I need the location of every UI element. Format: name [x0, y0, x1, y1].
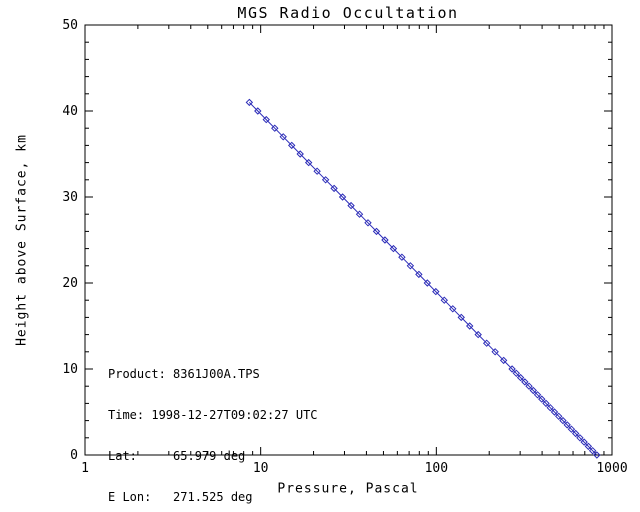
annotation-time: Time: 1998-12-27T09:02:27 UTC	[108, 407, 318, 422]
svg-text:10: 10	[62, 362, 78, 377]
svg-text:40: 40	[62, 104, 78, 119]
svg-text:1: 1	[81, 461, 89, 476]
svg-text:100: 100	[425, 461, 448, 476]
svg-text:0: 0	[70, 448, 78, 463]
svg-text:50: 50	[62, 18, 78, 33]
annotation-elon: E Lon: 271.525 deg	[108, 489, 253, 504]
annotation-product: Product: 8361J00A.TPS	[108, 367, 260, 382]
annotation-lat: Lat: 65.979 deg	[108, 448, 246, 463]
chart-title: MGS Radio Occultation	[237, 4, 459, 22]
y-axis-label: Height above Surface, km	[14, 134, 30, 346]
svg-text:10: 10	[253, 461, 269, 476]
metadata-annotation-block: Product: 8361J00A.TPS Time: 1998-12-27T0…	[108, 341, 318, 512]
x-axis-label: Pressure, Pascal	[277, 481, 419, 497]
svg-text:1000: 1000	[596, 461, 627, 476]
svg-text:20: 20	[62, 276, 78, 291]
svg-text:30: 30	[62, 190, 78, 205]
